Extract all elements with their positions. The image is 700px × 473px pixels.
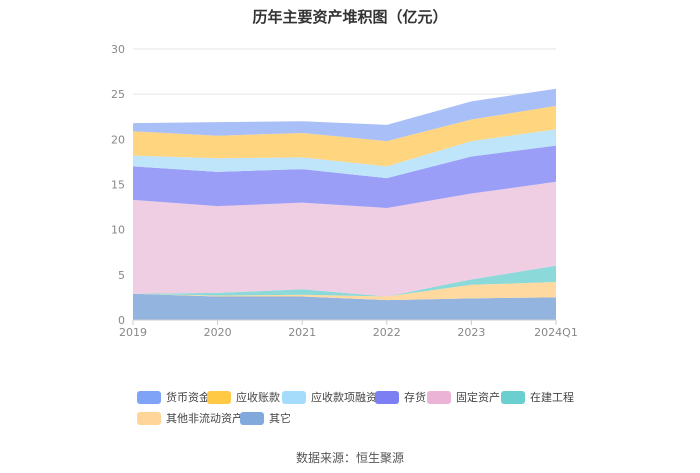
legend-swatch [375, 390, 399, 404]
legend-swatch [137, 390, 161, 404]
legend-swatch [282, 390, 306, 404]
legend-label: 货币资金 [166, 391, 210, 404]
chart-title: 历年主要资产堆积图（亿元） [252, 8, 448, 26]
y-tick-label: 0 [118, 314, 125, 327]
area-series-7 [133, 88, 556, 142]
area-series-6 [133, 105, 556, 167]
x-tick-label: 2019 [119, 326, 147, 339]
y-tick-label: 20 [111, 133, 125, 146]
legend-item[interactable]: 存货 [375, 389, 426, 405]
legend-label: 固定资产 [456, 391, 500, 404]
area-series-2 [133, 265, 556, 297]
legend-item[interactable]: 应收款项融资 [282, 389, 377, 405]
area-series-4 [133, 145, 556, 208]
legend-label: 在建工程 [530, 391, 574, 404]
y-tick-label: 5 [118, 269, 125, 282]
y-tick-label: 30 [111, 43, 125, 56]
legend-label: 存货 [404, 391, 426, 404]
legend-swatch [137, 411, 161, 425]
y-tick-label: 15 [111, 179, 125, 192]
legend-label: 应收账款 [236, 391, 280, 404]
x-tick-label: 2020 [204, 326, 232, 339]
y-tick-label: 25 [111, 88, 125, 101]
legend-label: 应收款项融资 [311, 391, 377, 404]
area-series-5 [133, 129, 556, 179]
legend-swatch [240, 411, 264, 425]
legend-item[interactable]: 固定资产 [427, 389, 500, 405]
legend-label: 其他非流动资产 [166, 412, 243, 425]
legend-label: 其它 [269, 412, 291, 425]
x-tick-label: 2022 [373, 326, 401, 339]
axes: 0 5 10 15 20 25 30 2019 2020 2021 2022 2023 2024Q1 [111, 43, 578, 339]
legend-item[interactable]: 货币资金 [137, 389, 210, 405]
legend-item[interactable]: 应收账款 [207, 389, 280, 405]
legend-item[interactable]: 在建工程 [501, 389, 574, 405]
legend-swatch [501, 390, 525, 404]
legend-item[interactable]: 其他非流动资产 [137, 410, 243, 426]
area-series-1 [133, 282, 556, 301]
x-tick-label: 2024Q1 [534, 326, 578, 339]
area-series-0 [133, 293, 556, 320]
legend-swatch [427, 390, 451, 404]
area-series [133, 88, 556, 320]
data-source: 数据来源：恒生聚源 [295, 451, 404, 465]
legend-item[interactable]: 其它 [240, 410, 291, 426]
area-series-3 [133, 181, 556, 297]
x-tick-label: 2023 [457, 326, 485, 339]
y-tick-label: 10 [111, 224, 125, 237]
legend-swatch [207, 390, 231, 404]
x-tick-label: 2021 [288, 326, 316, 339]
